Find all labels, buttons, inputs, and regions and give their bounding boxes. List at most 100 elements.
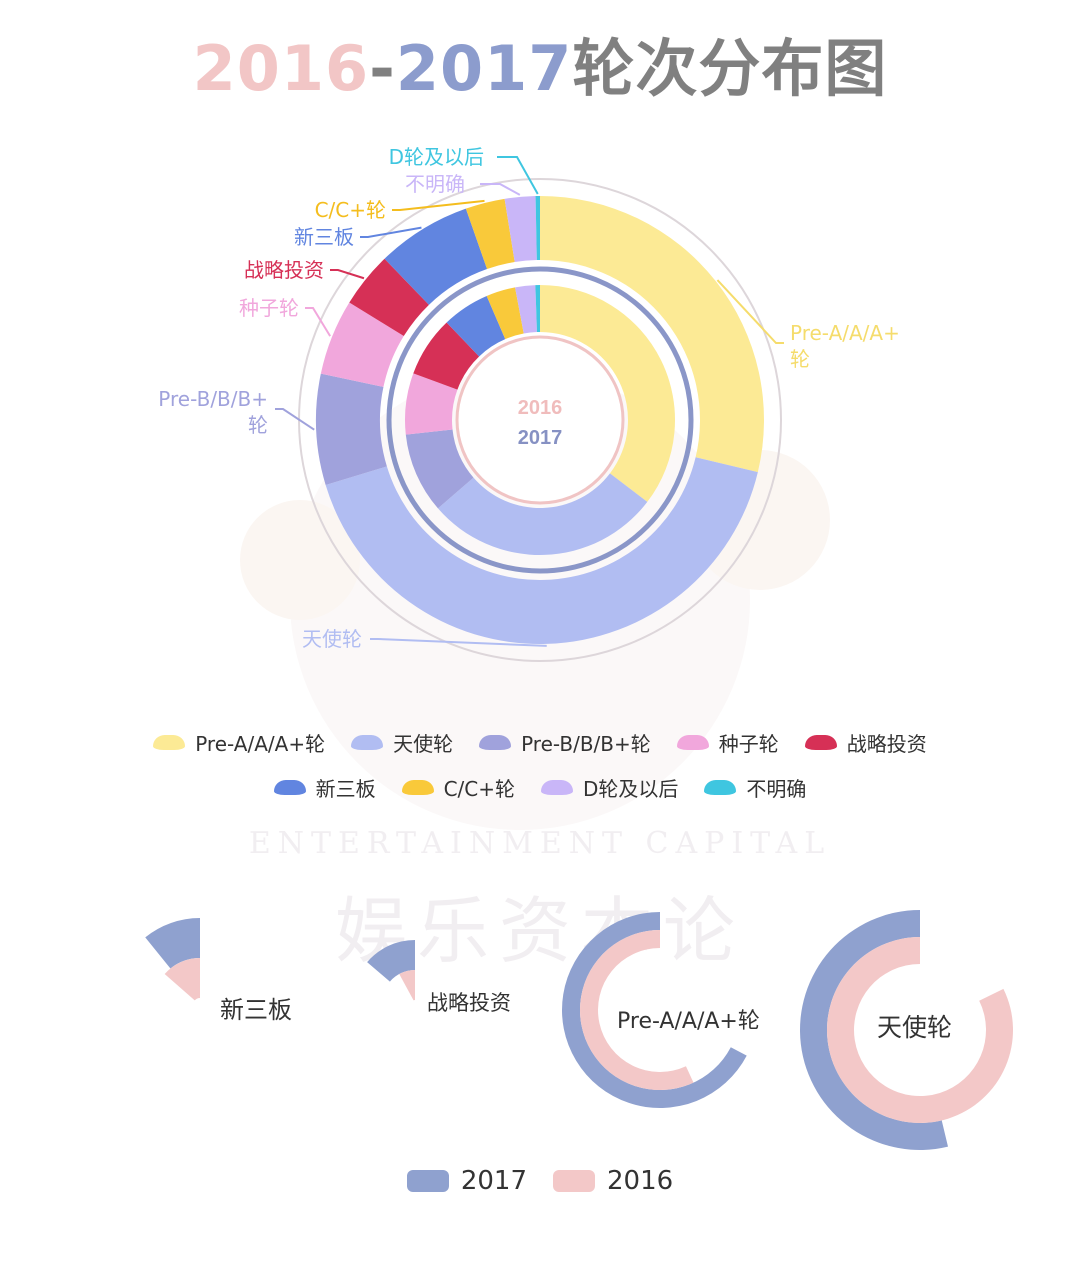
legend-swatch-2017 — [406, 1170, 449, 1192]
legend-label: D轮及以后 — [583, 777, 679, 801]
title-year-2017: 2017 — [395, 32, 573, 105]
fan-swatch-icon — [804, 735, 837, 750]
callout-label-new-third-board: 新三板 — [294, 225, 354, 249]
fan-swatch-icon — [541, 780, 574, 795]
callout-label-d-round-plus: 不明确 — [405, 172, 465, 196]
callout-label-seed: 种子轮 — [239, 296, 299, 320]
compare-label-pre-a: Pre-A/A/A+轮 — [617, 1009, 760, 1034]
callout-label-unclear: D轮及以后 — [389, 145, 484, 169]
compare-arc-new-third-board — [145, 918, 200, 1001]
callout-line-d-round-plus — [480, 183, 521, 196]
outer-slice-d-round-plus — [504, 196, 537, 263]
year-legend-2016-label: 2016 — [607, 1166, 674, 1196]
inner-slice-strategic — [413, 322, 480, 390]
legend-item-pre-a[interactable]: Pre-A/A/A+轮 — [153, 728, 325, 757]
legend-item-pre-b[interactable]: Pre-B/B/B+轮 — [479, 728, 651, 757]
fan-swatch-icon — [479, 735, 512, 750]
fan-swatch-icon — [401, 780, 434, 795]
fan-swatch-icon — [676, 735, 709, 750]
fan-swatch-icon — [153, 735, 186, 750]
chart-title: 2016-2017轮次分布图 — [0, 18, 1080, 108]
year-legend-2016: 2016 — [553, 1166, 673, 1196]
callout-line-c-round — [392, 199, 485, 211]
callout-line-pre-a — [716, 279, 784, 344]
legend-swatch-2016 — [553, 1170, 595, 1192]
legend-item-seed[interactable]: 种子轮 — [676, 728, 779, 757]
compare-label-strategic: 战略投资 — [427, 991, 511, 1015]
legend-item-new-third-board[interactable]: 新三板 — [273, 773, 376, 802]
legend-label: C/C+轮 — [443, 777, 516, 801]
legend-item-strategic[interactable]: 战略投资 — [804, 728, 927, 757]
outer-slice-unclear — [535, 196, 540, 261]
legend-label: 种子轮 — [718, 732, 779, 756]
title-year-2016: 2016 — [192, 32, 370, 105]
separator-ring-2017 — [386, 266, 694, 574]
arc-2016 — [164, 958, 200, 1001]
inner-slice-pre-a — [540, 285, 675, 502]
title-dash: - — [369, 32, 396, 105]
legend-label: 战略投资 — [846, 732, 927, 756]
legend-item-d-round-plus[interactable]: D轮及以后 — [541, 773, 678, 802]
center-label-2016: 2016 — [518, 397, 563, 419]
legend-label: Pre-B/B/B+轮 — [521, 732, 651, 756]
callout-line-strategic — [330, 269, 365, 280]
fan-swatch-icon — [273, 780, 306, 795]
callout-label-c-round: C/C+轮 — [315, 198, 386, 222]
legend-item-angel[interactable]: 天使轮 — [351, 728, 453, 757]
callout-line-angel — [370, 638, 547, 647]
inner-slice-d-round-plus — [515, 285, 537, 334]
title-suffix: 轮次分布图 — [572, 32, 888, 105]
year-legend-2017-label: 2017 — [460, 1166, 527, 1196]
outer-slice-new-third-board — [384, 208, 488, 305]
legend-label: Pre-A/A/A+轮 — [195, 732, 326, 756]
watermark-blob — [240, 500, 360, 620]
year-legend-2017: 2017 — [406, 1166, 527, 1196]
legend-item-c-round[interactable]: C/C+轮 — [401, 773, 516, 802]
inner-slice-new-third-board — [446, 295, 506, 357]
compare-label-new-third-board: 新三板 — [220, 996, 292, 1024]
compare-label-angel: 天使轮 — [877, 1013, 953, 1042]
center-circle — [455, 335, 625, 505]
callout-line-unclear — [497, 156, 539, 195]
callout-label-strategic: 战略投资 — [244, 258, 324, 282]
center-label-2017: 2017 — [518, 427, 563, 449]
inner-slice-seed — [405, 373, 458, 435]
compare-arc-strategic — [367, 940, 415, 1001]
outer-slice-angel — [325, 457, 758, 644]
legend-row-1: Pre-A/A/A+轮 天使轮 Pre-B/B/B+轮 种子轮 战略投资 — [0, 728, 1080, 757]
callout-line-new-third-board — [360, 226, 422, 238]
compare-arc-pre-a — [562, 912, 747, 1108]
arc-2016 — [580, 930, 694, 1090]
watermark-english: ENTERTAINMENT CAPITAL — [248, 826, 832, 861]
legend-label: 新三板 — [315, 777, 376, 801]
outer-slice-pre-b — [316, 373, 387, 485]
callout-label-angel: 天使轮 — [302, 627, 362, 651]
inner-slice-c-round — [486, 287, 524, 340]
outer-ring-2016 — [316, 196, 764, 644]
callout-line-seed — [305, 307, 332, 337]
arc-2017 — [367, 940, 415, 982]
legend-row-2: 新三板 C/C+轮 D轮及以后 不明确 — [0, 773, 1080, 802]
compare-arc-angel — [800, 910, 1013, 1150]
arc-2016 — [399, 970, 415, 1001]
arc-2017 — [800, 910, 949, 1150]
outer-slice-seed — [320, 302, 404, 387]
outer-slice-pre-a — [540, 196, 764, 473]
fan-swatch-icon — [704, 780, 737, 795]
fan-swatch-icon — [351, 735, 384, 750]
legend-label: 天使轮 — [393, 732, 454, 756]
inner-slice-angel — [437, 473, 648, 555]
arc-2017 — [145, 918, 200, 969]
legend-item-unclear[interactable]: 不明确 — [704, 773, 806, 802]
outer-slice-c-round — [465, 198, 515, 270]
year-legend: 2017 2016 — [0, 1166, 1080, 1196]
inner-ring-2017 — [405, 285, 675, 555]
legend-label: 不明确 — [746, 777, 807, 801]
callout-line-pre-b — [275, 408, 315, 431]
inner-slice-unclear — [535, 285, 540, 333]
outer-slice-strategic — [349, 258, 429, 337]
callout-label-pre-a: Pre-A/A/A+轮 — [790, 321, 900, 371]
inner-slice-pre-b — [405, 429, 474, 509]
callout-label-pre-b: Pre-B/B/B+轮 — [158, 387, 268, 437]
